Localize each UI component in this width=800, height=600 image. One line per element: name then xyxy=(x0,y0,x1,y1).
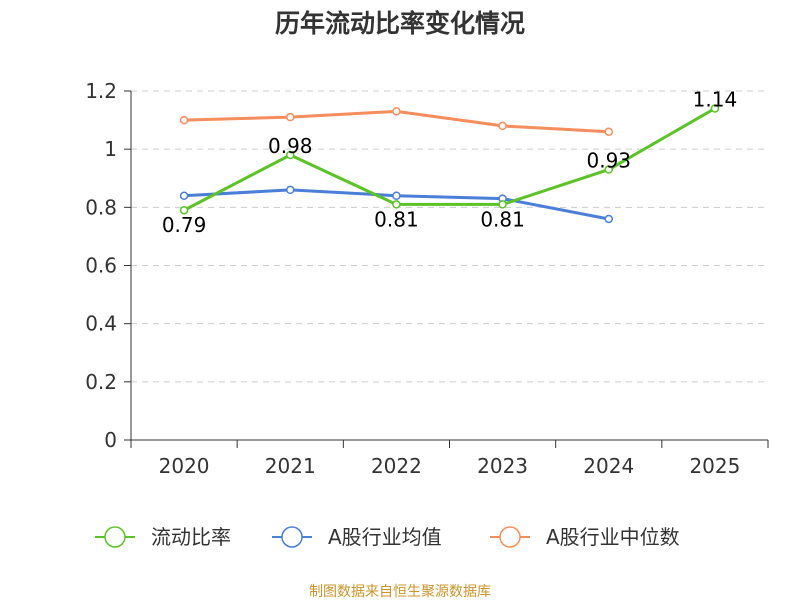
data-point[interactable] xyxy=(498,121,507,131)
x-tick-label: 2021 xyxy=(265,454,316,478)
x-tick-label: 2022 xyxy=(371,454,422,478)
series-lines xyxy=(179,104,720,224)
legend-label: A股行业中位数 xyxy=(546,525,680,549)
data-point[interactable] xyxy=(392,107,401,116)
chart-title: 历年流动比率变化情况 xyxy=(275,9,525,38)
source-note: 制图数据来自恒生聚源数据库 xyxy=(309,584,491,600)
data-point[interactable] xyxy=(179,191,189,200)
x-tick-label: 2020 xyxy=(159,454,210,478)
y-tick-label: 1.2 xyxy=(85,79,117,103)
data-point[interactable] xyxy=(392,191,401,200)
data-point[interactable] xyxy=(179,115,189,125)
data-label: 0.81 xyxy=(480,207,525,231)
data-point[interactable] xyxy=(286,185,295,195)
y-tick-label: 0.2 xyxy=(85,370,117,394)
y-tick-label: 0.4 xyxy=(85,312,117,336)
legend-marker xyxy=(104,526,126,548)
data-label: 1.14 xyxy=(693,87,738,111)
legend-marker xyxy=(281,526,303,548)
data-point[interactable] xyxy=(498,200,507,209)
data-point[interactable] xyxy=(286,112,295,122)
legend-item-0[interactable]: 流动比率 xyxy=(95,525,231,549)
y-tick-label: 1 xyxy=(104,137,117,161)
legend-item-2[interactable]: A股行业中位数 xyxy=(490,525,680,549)
x-tick-label: 2023 xyxy=(477,454,528,478)
legend-item-1[interactable]: A股行业均值 xyxy=(272,525,442,549)
series-line-0 xyxy=(183,107,716,212)
data-point[interactable] xyxy=(710,104,720,113)
legend-label: 流动比率 xyxy=(151,525,231,549)
data-point[interactable] xyxy=(179,205,189,215)
data-labels: 0.79 0.98 0.81 0.81 0.93 1.14 xyxy=(162,87,737,237)
data-label: 0.81 xyxy=(374,207,419,231)
legend-marker xyxy=(499,526,521,548)
data-point[interactable] xyxy=(286,150,295,160)
data-label: 0.79 xyxy=(162,213,207,237)
x-tick-label: 2025 xyxy=(689,454,740,478)
y-tick-label: 0.8 xyxy=(85,195,117,219)
x-tick-label: 2024 xyxy=(583,454,634,478)
legend-label: A股行业均值 xyxy=(328,525,442,549)
data-point[interactable] xyxy=(604,127,613,136)
y-tick-label: 0.6 xyxy=(85,254,117,278)
data-point[interactable] xyxy=(604,165,613,174)
y-tick-label: 0 xyxy=(104,428,117,452)
legend[interactable]: 流动比率 A股行业均值 A股行业中位数 xyxy=(95,525,680,549)
data-label: 0.98 xyxy=(268,134,313,158)
grid-lines xyxy=(131,90,768,383)
data-label: 0.93 xyxy=(586,149,631,173)
data-point[interactable] xyxy=(392,200,401,209)
data-point[interactable] xyxy=(604,214,613,224)
